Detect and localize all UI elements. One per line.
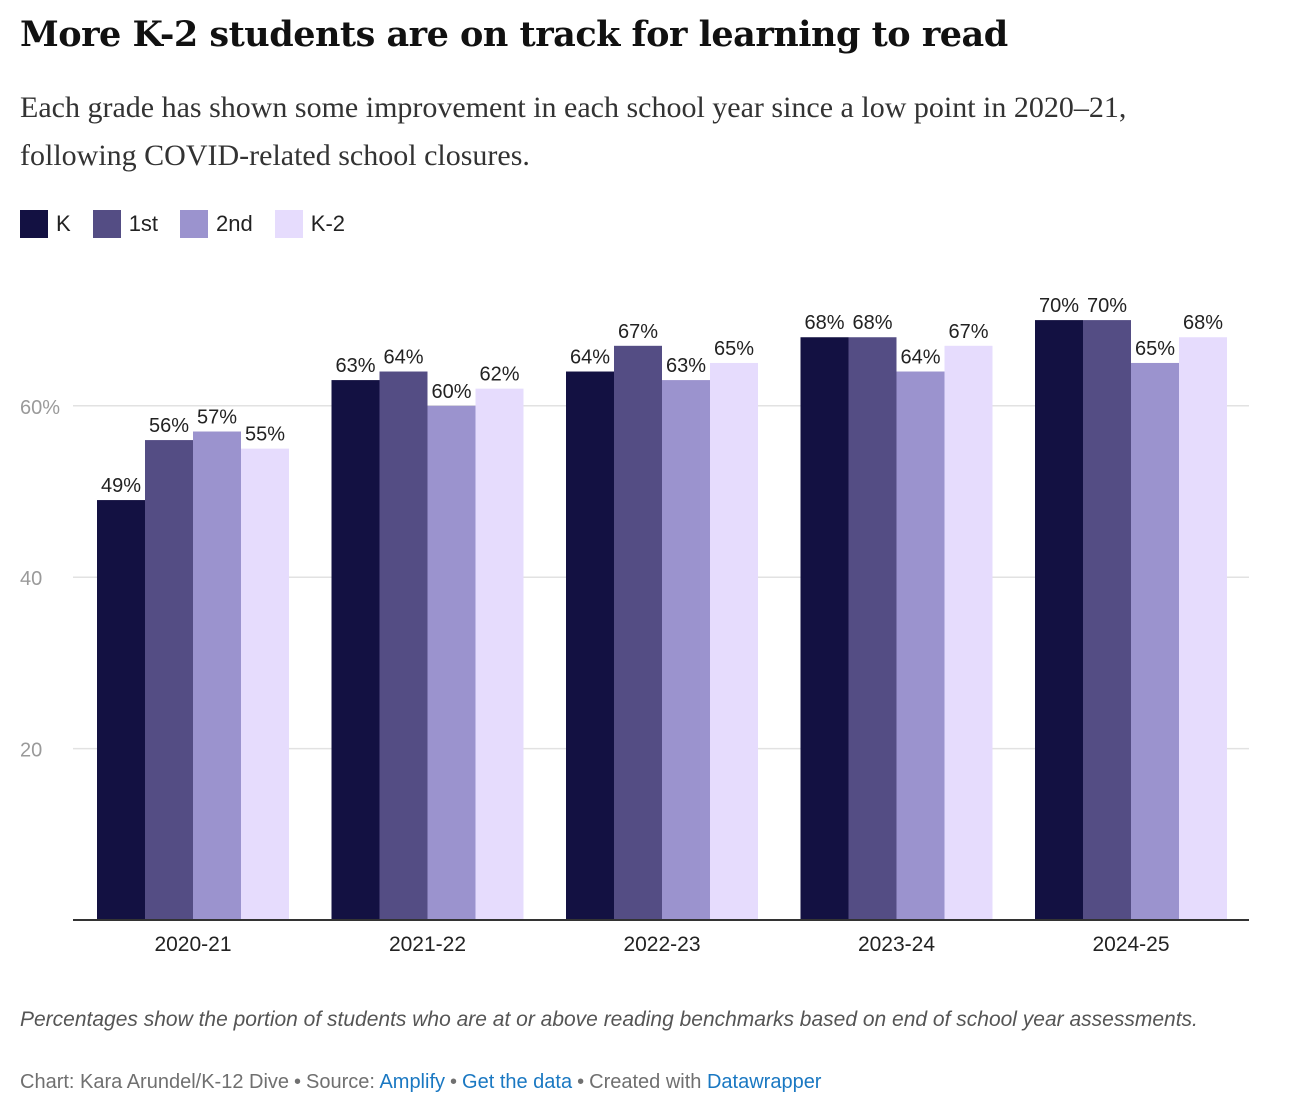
bar-value-label: 70% — [1039, 295, 1079, 317]
x-tick-label: 2021-22 — [389, 933, 466, 956]
bar-value-label: 49% — [101, 475, 141, 497]
legend-item-1st: 1st — [92, 210, 159, 238]
legend-item-k: K — [20, 210, 71, 238]
bar — [710, 362, 758, 920]
byline-separator: • — [577, 1071, 585, 1093]
bar-value-label: 60% — [431, 381, 471, 403]
bar — [896, 371, 945, 920]
chart-notes: Percentages show the portion of students… — [20, 1008, 1198, 1031]
bar — [145, 440, 193, 920]
bar-value-label: 62% — [479, 364, 519, 386]
y-tick-label: 40 — [20, 568, 42, 590]
datawrapper-link[interactable]: Datawrapper — [706, 1071, 822, 1093]
bar — [566, 371, 614, 920]
bar-value-label: 68% — [852, 312, 892, 334]
legend-label-1st: 1st — [128, 211, 159, 236]
bar — [1179, 337, 1227, 920]
bar — [427, 405, 476, 920]
y-tick-label: 20 — [20, 740, 42, 762]
legend-label-2nd: 2nd — [216, 211, 253, 236]
bar-value-label: 68% — [804, 312, 844, 334]
x-tick-label: 2020-21 — [154, 933, 231, 956]
bar-value-label: 64% — [570, 347, 610, 369]
chart-subtitle: Each grade has shown some improvement in… — [20, 91, 1127, 172]
byline-created-label: Created with — [589, 1071, 702, 1093]
y-tick-label: 60% — [20, 397, 60, 419]
legend-swatch-k2 — [274, 210, 303, 238]
bar-value-label: 67% — [948, 321, 988, 343]
byline-separator: • — [294, 1071, 302, 1093]
legend-swatch-2nd — [180, 210, 209, 238]
bar — [97, 500, 145, 920]
bar-value-label: 56% — [149, 415, 189, 437]
bar — [614, 345, 662, 920]
legend: K 1st 2nd K-2 — [20, 210, 367, 238]
x-tick-label: 2024-25 — [1092, 933, 1169, 956]
bar-value-label: 55% — [245, 424, 285, 446]
bar — [1131, 362, 1179, 920]
bar-value-label: 65% — [1135, 338, 1175, 360]
bar — [800, 337, 849, 920]
get-the-data-link[interactable]: Get the data — [462, 1071, 573, 1093]
source-link[interactable]: Amplify — [379, 1071, 446, 1093]
legend-swatch-k — [20, 210, 48, 238]
bar-value-label: 64% — [900, 347, 940, 369]
bar-value-label: 67% — [618, 321, 658, 343]
legend-label-k: K — [56, 211, 71, 236]
bar — [475, 388, 524, 920]
bar — [193, 431, 241, 920]
bar-value-label: 68% — [1183, 312, 1223, 334]
bar — [331, 380, 380, 921]
bar-value-label: 65% — [714, 338, 754, 360]
byline-source-label: Source: — [306, 1071, 375, 1093]
bar-chart: 20 40 60% 49% 56% 57% 55% 2020-21 63% 64% 60% 62% 20… — [20, 295, 1249, 956]
chart-title: More K-2 students are on track for learn… — [20, 14, 1008, 55]
bar — [662, 380, 710, 921]
bar-value-label: 63% — [666, 355, 706, 377]
legend-item-2nd: 2nd — [180, 210, 253, 238]
legend-label-k2: K-2 — [310, 211, 346, 236]
bar-value-label: 64% — [383, 347, 423, 369]
x-tick-label: 2022-23 — [623, 933, 700, 956]
bar — [379, 371, 428, 920]
byline: Chart: Kara Arundel/K-12 Dive • Source: Am… — [20, 1071, 821, 1094]
bar-value-label: 57% — [197, 407, 237, 429]
bar-value-label: 70% — [1087, 295, 1127, 317]
bar — [1083, 320, 1131, 921]
byline-separator: • — [450, 1071, 458, 1093]
x-tick-label: 2023-24 — [858, 933, 935, 956]
bar — [241, 448, 289, 920]
bar — [848, 337, 897, 920]
bar — [1035, 320, 1083, 921]
bar-value-label: 63% — [335, 355, 375, 377]
legend-swatch-1st — [92, 210, 121, 238]
bar — [944, 345, 993, 920]
legend-item-k2: K-2 — [274, 210, 346, 238]
byline-chart-credit: Chart: Kara Arundel/K-12 Dive — [20, 1071, 290, 1093]
